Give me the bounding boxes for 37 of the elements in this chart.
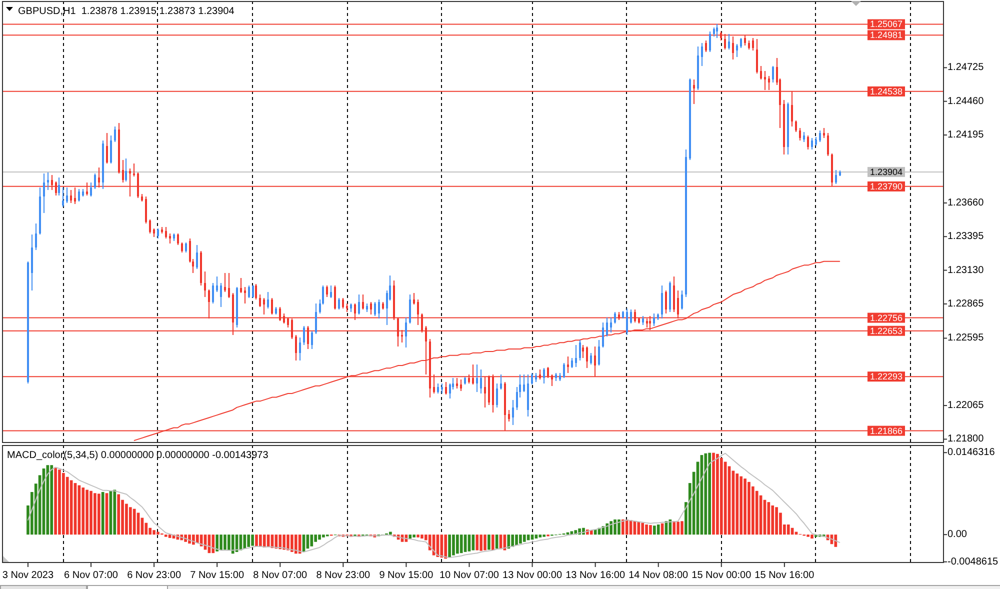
x-tick-label: 6 Nov 07:00 xyxy=(64,570,118,581)
x-tick-label: 15 Nov 00:00 xyxy=(692,570,752,581)
ref-line-label: 1.23904 xyxy=(870,166,902,177)
x-tick-label: 14 Nov 08:00 xyxy=(628,570,689,581)
x-tick-label: 13 Nov 00:00 xyxy=(502,570,562,581)
ref-line-label: 1.22293 xyxy=(870,372,902,382)
y-tick-label: 1.22595 xyxy=(948,332,984,344)
x-tick-label: 8 Nov 07:00 xyxy=(253,570,308,581)
y-tick-label: 1.22865 xyxy=(948,298,984,310)
x-tick-label: 9 Nov 15:00 xyxy=(379,570,434,581)
x-tick-label: 6 Nov 23:00 xyxy=(127,570,182,581)
ref-line-label: 1.25067 xyxy=(870,19,902,30)
x-tick-label: 10 Nov 07:00 xyxy=(439,570,500,581)
y-tick-label: 1.22065 xyxy=(948,400,984,412)
ref-line-label: 1.24981 xyxy=(870,30,902,40)
x-tick-label: 13 Nov 16:00 xyxy=(566,570,626,581)
x-tick-label: 3 Nov 2023 xyxy=(2,570,54,581)
text: GBPUSD,H1 1.23878 1.23915 1.23873 1.23904 xyxy=(18,6,235,17)
y-tick-label: 1.23395 xyxy=(948,231,984,242)
y-tick-label: 0.0146316 xyxy=(948,447,996,458)
y-tick-label: 0.00 xyxy=(948,529,968,540)
ref-line-label: 1.24538 xyxy=(870,86,902,96)
ref-line-label: 1.22653 xyxy=(870,326,902,336)
y-tick-label: 1.21800 xyxy=(948,434,984,445)
y-tick-label: 1.24460 xyxy=(948,96,984,107)
ref-line-label: 1.23790 xyxy=(870,181,902,192)
y-tick-label: 1.23660 xyxy=(948,197,984,208)
y-tick-label: -0.0048615 xyxy=(948,556,999,568)
x-tick-label: 8 Nov 23:00 xyxy=(316,570,371,581)
x-tick-label: 7 Nov 15:00 xyxy=(190,570,244,581)
y-tick-label: 1.23130 xyxy=(948,264,984,276)
y-tick-label: 1.24195 xyxy=(948,129,984,140)
x-tick-label: 15 Nov 16:00 xyxy=(754,570,815,581)
text: MACD_color(5,34,5) 0.00000000 0.00000000 -0.00143973 xyxy=(7,450,269,461)
ref-line-label: 1.22756 xyxy=(870,312,902,323)
y-tick-label: 1.24725 xyxy=(948,62,984,74)
ref-line-label: 1.21866 xyxy=(870,426,902,436)
